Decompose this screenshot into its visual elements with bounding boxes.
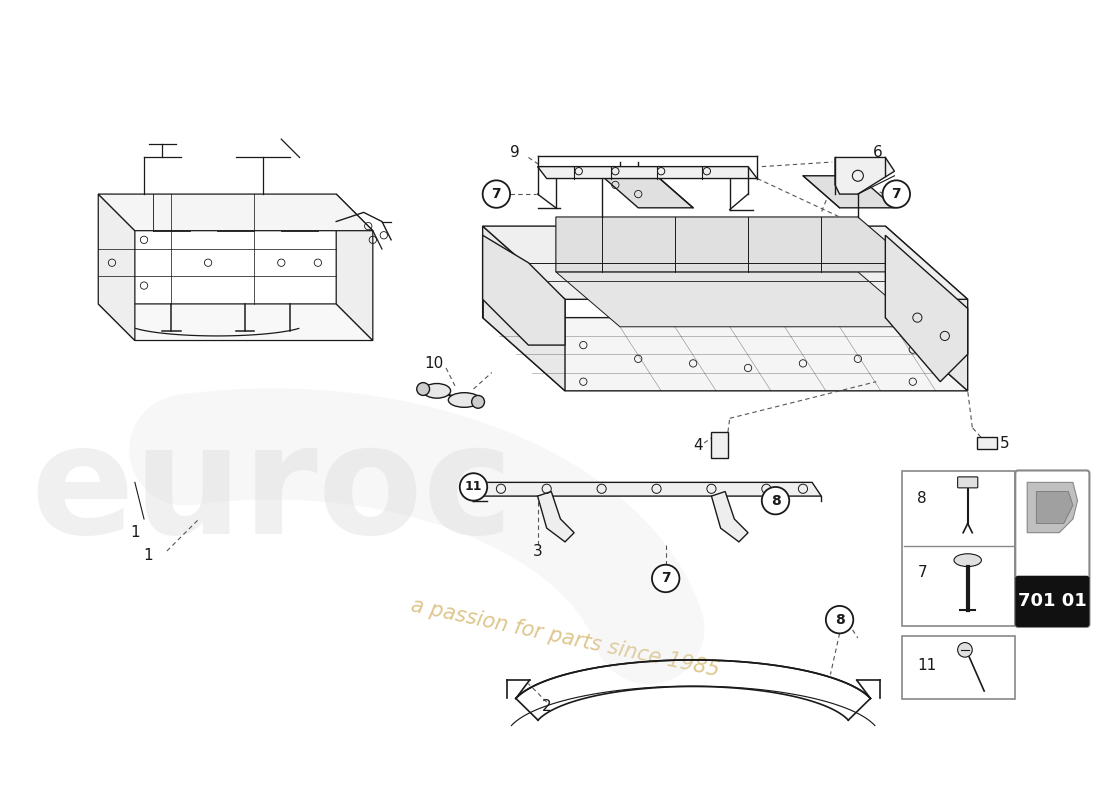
Text: 7: 7 <box>661 571 671 586</box>
Polygon shape <box>98 194 135 341</box>
Polygon shape <box>886 226 968 391</box>
Polygon shape <box>483 226 968 299</box>
Polygon shape <box>337 194 373 341</box>
Circle shape <box>958 642 972 657</box>
Circle shape <box>483 180 510 208</box>
Circle shape <box>460 474 487 501</box>
Text: 8: 8 <box>771 494 780 508</box>
Text: 2: 2 <box>542 699 551 714</box>
Text: 1: 1 <box>130 526 140 540</box>
Polygon shape <box>835 158 894 194</box>
Polygon shape <box>98 194 373 230</box>
Polygon shape <box>556 217 922 272</box>
Polygon shape <box>483 235 565 345</box>
Text: euroc: euroc <box>31 417 514 566</box>
FancyBboxPatch shape <box>902 471 1015 626</box>
Polygon shape <box>473 482 822 496</box>
Text: 7: 7 <box>891 187 901 201</box>
Circle shape <box>652 565 680 592</box>
FancyBboxPatch shape <box>1015 470 1089 627</box>
Text: 1: 1 <box>144 548 153 563</box>
Polygon shape <box>538 166 757 178</box>
Text: 8: 8 <box>917 491 927 506</box>
FancyBboxPatch shape <box>958 477 978 488</box>
Polygon shape <box>538 491 574 542</box>
Polygon shape <box>556 272 922 326</box>
Text: 4: 4 <box>693 438 703 454</box>
FancyBboxPatch shape <box>902 636 1015 699</box>
Polygon shape <box>483 318 968 391</box>
Text: 3: 3 <box>532 543 542 558</box>
Polygon shape <box>712 491 748 542</box>
Polygon shape <box>98 304 373 341</box>
Text: 7: 7 <box>917 565 927 579</box>
Text: 6: 6 <box>873 146 883 160</box>
Text: a passion for parts since 1985: a passion for parts since 1985 <box>409 595 722 681</box>
Text: 11: 11 <box>917 658 936 673</box>
Circle shape <box>826 606 854 634</box>
Ellipse shape <box>449 393 481 407</box>
Polygon shape <box>886 235 968 382</box>
Text: 5: 5 <box>1000 437 1009 451</box>
Text: 701 01: 701 01 <box>1018 592 1087 610</box>
Text: 7: 7 <box>492 187 502 201</box>
Circle shape <box>472 395 484 408</box>
FancyBboxPatch shape <box>1015 576 1089 627</box>
Text: 10: 10 <box>425 356 443 371</box>
Polygon shape <box>1027 482 1078 533</box>
Polygon shape <box>602 176 693 208</box>
Polygon shape <box>803 176 894 208</box>
Circle shape <box>417 382 430 395</box>
Circle shape <box>882 180 910 208</box>
Ellipse shape <box>954 554 981 566</box>
Text: 8: 8 <box>835 613 845 626</box>
FancyBboxPatch shape <box>977 437 997 450</box>
Text: 11: 11 <box>464 481 482 494</box>
Polygon shape <box>1036 491 1072 523</box>
Ellipse shape <box>424 383 451 398</box>
Circle shape <box>762 487 789 514</box>
FancyBboxPatch shape <box>712 432 728 458</box>
Polygon shape <box>483 226 565 391</box>
Text: 9: 9 <box>509 146 519 160</box>
